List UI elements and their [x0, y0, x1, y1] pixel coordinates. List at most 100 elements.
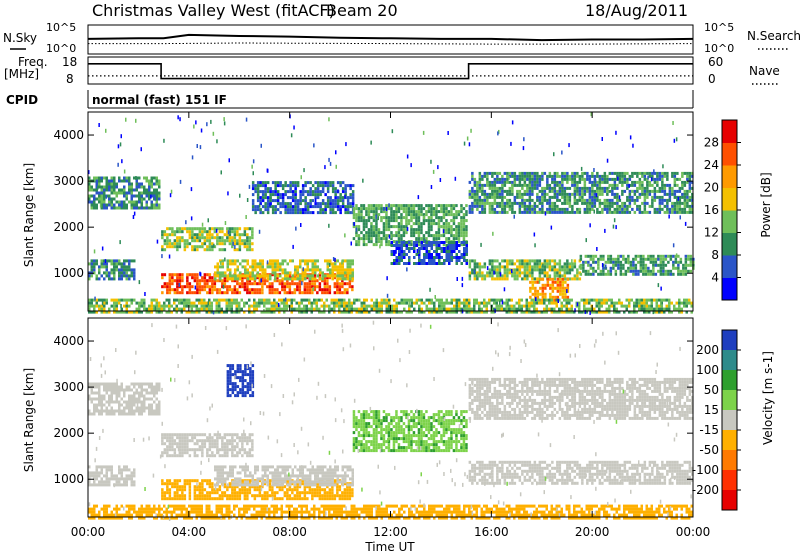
- cell-r9: [559, 281, 562, 284]
- cell-r10: [539, 211, 542, 214]
- cell-r12: [566, 305, 569, 308]
- speckle: [120, 142, 122, 146]
- speckle: [301, 281, 303, 285]
- cell-r11: [590, 267, 593, 270]
- colorbar-swatch: [722, 255, 737, 278]
- speckle: [97, 186, 99, 190]
- cell-r3: [279, 291, 282, 294]
- cell-r9: [552, 287, 555, 290]
- speckle: [676, 253, 678, 257]
- cell-r5: [274, 205, 277, 208]
- cell-r11: [592, 258, 595, 261]
- cell-r10: [476, 208, 479, 211]
- speckle: [213, 244, 215, 248]
- cell-r2: [166, 242, 169, 245]
- cell-r12: [116, 308, 119, 311]
- cell-r9: [557, 278, 560, 281]
- cell-r6: [415, 228, 418, 231]
- cell-r8: [504, 265, 507, 268]
- cell-r10: [524, 202, 527, 205]
- cell-r0: [98, 401, 101, 404]
- cell-r3: [286, 291, 289, 294]
- cell-r0: [158, 195, 161, 198]
- cell-r10: [539, 190, 542, 193]
- cell-r11: [627, 267, 630, 270]
- cell-r6: [428, 216, 431, 219]
- cell-r3: [336, 285, 339, 288]
- cell-r4: [279, 265, 282, 268]
- cell-r8: [506, 274, 509, 277]
- speckle: [303, 267, 305, 271]
- cell-r6: [385, 237, 388, 240]
- cell-r12: [181, 299, 184, 302]
- cell-r10: [586, 208, 589, 211]
- cell-r6: [430, 228, 433, 231]
- cell-r10: [544, 193, 547, 196]
- cell-r12: [603, 302, 606, 305]
- cell-r10: [669, 208, 672, 211]
- cell-r8: [481, 274, 484, 277]
- cell-r6: [373, 210, 376, 213]
- cell-r3: [251, 291, 254, 294]
- cell-r6: [445, 240, 448, 243]
- cell-r6: [385, 219, 388, 222]
- cell-r0: [121, 192, 124, 195]
- cell-r3: [231, 288, 234, 291]
- cell-r2: [246, 227, 249, 230]
- cell-r10: [471, 205, 474, 208]
- cell-r5: [324, 184, 327, 187]
- cell-r3: [304, 282, 307, 285]
- cell-r3: [209, 288, 212, 291]
- cell-r6: [435, 231, 438, 234]
- cell-r10: [651, 196, 654, 199]
- speckle: [285, 298, 287, 302]
- cell-r1: [123, 274, 126, 277]
- cell-r10: [614, 193, 617, 196]
- cell-r12: [131, 302, 134, 305]
- cell-r8: [476, 262, 479, 265]
- beam-title: Beam 20: [326, 1, 398, 20]
- cell-r10: [504, 181, 507, 184]
- cell-r5: [329, 202, 332, 205]
- cell-r10: [559, 184, 562, 187]
- cell-r12: [256, 305, 259, 308]
- cell-r9: [539, 287, 542, 290]
- cell-r10: [496, 172, 499, 175]
- cell-r10: [619, 181, 622, 184]
- cell-r12: [136, 302, 139, 305]
- cell-r8: [576, 274, 579, 277]
- cell-r6: [453, 219, 456, 222]
- speckle: [508, 176, 510, 180]
- cell-r6: [398, 207, 401, 210]
- cell-r10: [611, 205, 614, 208]
- colorbar-tick-label: 28: [704, 136, 719, 150]
- speckle: [227, 191, 229, 195]
- cell-r3: [299, 288, 302, 291]
- cell-r12: [473, 308, 476, 311]
- cell-r10: [526, 193, 529, 196]
- cell-r2: [196, 239, 199, 242]
- cell-r0: [156, 177, 159, 180]
- cell-r0: [108, 401, 111, 404]
- cell-r4: [297, 271, 300, 274]
- cell-r10: [599, 184, 602, 187]
- cell-r4: [324, 274, 327, 277]
- cell-r8: [479, 274, 482, 277]
- cell-r12: [148, 305, 151, 308]
- cell-r11: [632, 273, 635, 276]
- cell-r10: [529, 211, 532, 214]
- cell-r0: [118, 407, 121, 410]
- cell-r0: [91, 383, 94, 386]
- cell-r6: [418, 231, 421, 234]
- cell-r10: [611, 187, 614, 190]
- cell-r8: [506, 265, 509, 268]
- cell-r6: [455, 231, 458, 234]
- cell-r10: [496, 178, 499, 181]
- cell-r10: [581, 190, 584, 193]
- cell-r12: [333, 299, 336, 302]
- cell-r3: [251, 282, 254, 285]
- cell-r11: [640, 258, 643, 261]
- cell-r10: [499, 190, 502, 193]
- cell-r6: [445, 225, 448, 228]
- cell-r10: [584, 181, 587, 184]
